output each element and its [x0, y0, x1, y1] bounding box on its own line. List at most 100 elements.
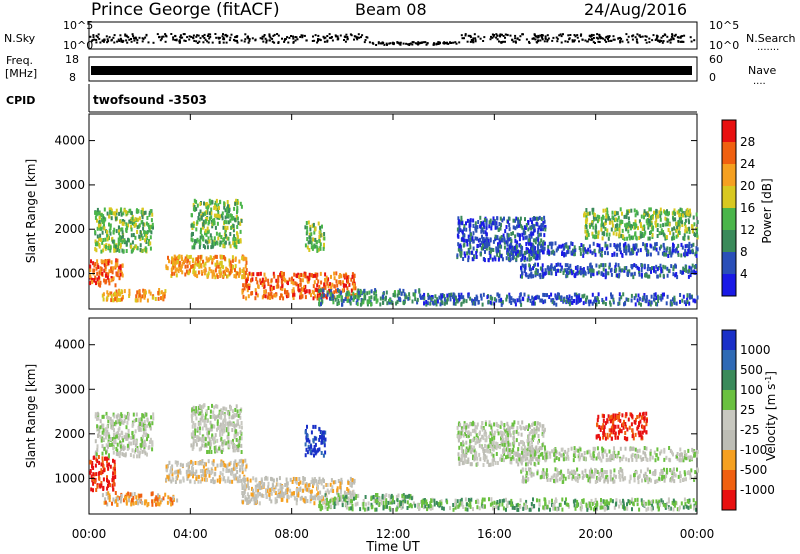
nsky-point [495, 36, 498, 39]
nsky-point [656, 36, 659, 39]
range-cell [145, 221, 148, 226]
range-cell [241, 275, 244, 280]
range-cell [583, 293, 586, 298]
range-cell [129, 453, 132, 457]
range-cell [640, 272, 643, 277]
range-cell [120, 270, 123, 275]
range-cell [224, 225, 227, 230]
range-cell [89, 268, 92, 273]
range-cell [314, 226, 317, 231]
range-cell [312, 237, 315, 242]
range-cell [507, 256, 510, 261]
range-cell [670, 264, 673, 269]
nsky-point [328, 36, 331, 39]
range-cell [135, 217, 138, 222]
range-cell [638, 272, 641, 277]
range-cell [535, 254, 538, 259]
range-cell [543, 293, 546, 297]
range-cell [122, 249, 125, 254]
range-cell [202, 212, 205, 217]
range-cell [91, 280, 94, 285]
range-cell [106, 459, 108, 464]
range-cell [507, 219, 510, 224]
range-cell [346, 295, 349, 300]
nsky-point [412, 41, 415, 44]
range-cell [108, 207, 111, 212]
range-cell [215, 213, 218, 218]
range-cell [593, 248, 596, 253]
range-cell [175, 260, 178, 265]
range-cell [311, 223, 314, 228]
range-cell [245, 268, 248, 272]
range-cell [123, 435, 126, 440]
range-cell [234, 473, 237, 478]
range-cell [684, 218, 687, 223]
range-cell [346, 290, 349, 295]
range-cell [98, 475, 100, 480]
range-cell [575, 294, 578, 299]
range-cell [227, 436, 230, 441]
nsky-point [578, 40, 580, 43]
range-cell [130, 224, 133, 229]
range-cell [199, 460, 202, 465]
range-cell [224, 240, 227, 245]
nsky-point [627, 41, 630, 44]
range-cell [235, 413, 238, 418]
range-cell [184, 256, 187, 261]
range-cell [214, 433, 217, 438]
range-cell [239, 464, 242, 469]
nsky-point [660, 40, 663, 42]
range-cell [200, 269, 203, 274]
range-cell [136, 448, 138, 452]
range-cell [104, 237, 107, 242]
range-cell [566, 299, 568, 304]
range-cell [98, 211, 101, 215]
range-cell [468, 220, 471, 224]
range-cell [570, 300, 573, 305]
range-cell [106, 432, 108, 437]
range-cell [630, 208, 633, 213]
range-cell [219, 260, 222, 265]
range-cell [207, 467, 210, 472]
range-cell [119, 264, 122, 269]
range-cell [102, 219, 105, 224]
range-cell [163, 291, 166, 296]
range-cell [512, 225, 515, 230]
range-cell [119, 440, 122, 445]
range-cell [103, 446, 106, 451]
range-cell [254, 288, 257, 293]
range-cell [237, 444, 240, 449]
range-cell [304, 284, 307, 289]
range-cell [179, 479, 181, 484]
range-cell [128, 441, 131, 446]
range-cell [639, 222, 642, 227]
range-cell [218, 262, 221, 267]
range-cell [563, 246, 566, 250]
range-cell [533, 228, 536, 233]
nsky-point [543, 40, 546, 43]
range-cell [625, 227, 628, 232]
range-cell [156, 499, 159, 503]
nsky-point [635, 40, 638, 43]
range-cell [454, 301, 457, 306]
range-cell [636, 265, 639, 270]
range-cell [508, 292, 511, 297]
range-cell [300, 295, 303, 300]
range-cell [474, 226, 477, 231]
range-cell [585, 225, 588, 229]
range-cell [135, 294, 138, 299]
range-cell [536, 253, 539, 258]
range-cell [497, 257, 500, 262]
range-cell [664, 236, 667, 241]
range-cell [671, 227, 674, 232]
range-cell [196, 203, 199, 208]
range-cell [220, 408, 223, 413]
range-cell [304, 290, 307, 295]
range-cell [196, 435, 199, 439]
range-cell [224, 424, 227, 429]
range-cell [198, 217, 201, 222]
range-cell [405, 295, 408, 300]
range-cell [684, 244, 687, 249]
nsky-point [576, 36, 579, 39]
range-cell [531, 220, 533, 225]
